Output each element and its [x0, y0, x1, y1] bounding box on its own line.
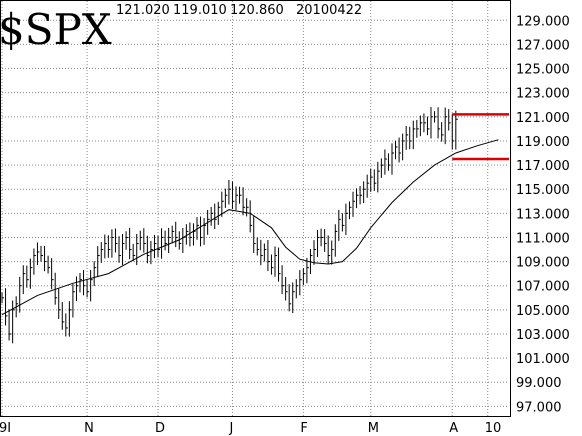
y-tick-label: 127.000	[516, 38, 570, 53]
price-bars-layer	[1, 107, 458, 344]
header-date: 20100422	[296, 3, 362, 18]
y-tick-label: 107.000	[516, 280, 570, 295]
x-tick-label: N	[84, 421, 94, 436]
plot-frame	[0, 0, 511, 417]
grid-layer	[1, 1, 509, 416]
level-lines-layer	[452, 113, 509, 161]
y-tick-label: 119.000	[516, 135, 570, 150]
x-tick-label: A	[449, 421, 458, 436]
header-value-3: 120.860	[230, 3, 284, 18]
y-tick-label: 113.000	[516, 207, 570, 222]
moving-average-line	[1, 139, 499, 316]
y-tick-label: 103.000	[516, 328, 570, 343]
x-tick-label: 9I	[0, 421, 11, 436]
header-value-2: 119.010	[173, 3, 227, 18]
y-tick-label: 111.000	[516, 231, 570, 246]
y-tick-label: 101.000	[516, 352, 570, 367]
x-tick-label: J	[228, 421, 233, 436]
y-tick-label: 97.000	[516, 400, 562, 415]
y-tick-label: 123.000	[516, 87, 570, 102]
y-tick-label: 105.000	[516, 304, 570, 319]
x-axis-labels: 9I N D J F M A 10	[0, 421, 501, 436]
y-tick-label: 99.000	[516, 376, 562, 391]
moving-average-layer	[1, 139, 499, 316]
x-tick-label: M	[368, 421, 379, 436]
y-tick-label: 125.000	[516, 63, 570, 78]
x-tick-label: F	[300, 421, 307, 436]
header-value-1: 121.020	[116, 3, 170, 18]
y-tick-label: 117.000	[516, 159, 570, 174]
y-tick-label: 129.000	[516, 14, 570, 29]
y-axis-labels: 129.000 127.000 125.000 123.000 121.000 119.0…	[516, 14, 570, 415]
y-tick-label: 109.000	[516, 256, 570, 271]
x-tick-label: D	[155, 421, 165, 436]
y-tick-label: 121.000	[516, 111, 570, 126]
chart-title: $SPX	[0, 5, 112, 54]
x-tick-label: 10	[485, 421, 502, 436]
y-tick-label: 115.000	[516, 183, 570, 198]
